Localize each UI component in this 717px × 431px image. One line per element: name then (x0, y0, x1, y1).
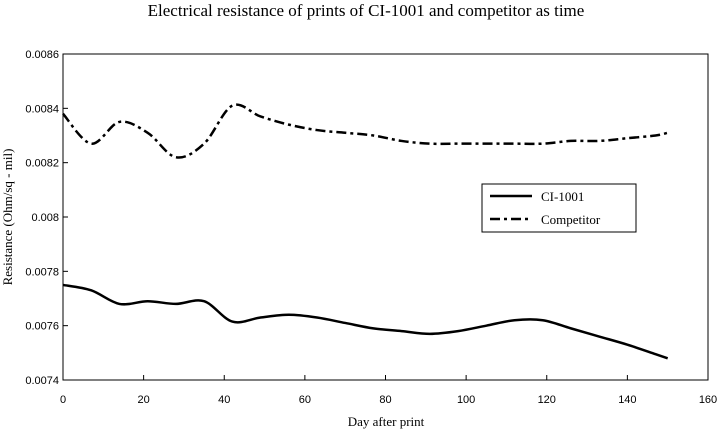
x-tick-label: 140 (618, 394, 636, 406)
x-tick-label: 40 (218, 394, 230, 406)
y-tick-label: 0.008 (31, 212, 59, 224)
x-tick-label: 80 (379, 394, 391, 406)
x-tick-label: 20 (138, 394, 150, 406)
series-lines (62, 103, 669, 360)
legend-label-competitor: Competitor (541, 212, 601, 227)
y-tick-label: 0.0086 (25, 49, 59, 61)
y-tick-label: 0.0078 (25, 266, 59, 278)
x-tick-label: 100 (457, 394, 475, 406)
chart-title: Electrical resistance of prints of CI-10… (148, 1, 585, 20)
y-tick-label: 0.0084 (25, 103, 59, 115)
series-line-competitor (62, 103, 668, 159)
legend: CI-1001 Competitor (481, 183, 637, 233)
y-axis-label: Resistance (Ohm/sq - mil) (0, 149, 15, 286)
x-tick-label: 0 (60, 394, 66, 406)
y-tick-label: 0.0082 (25, 158, 59, 170)
x-axis-label: Day after print (348, 414, 425, 429)
series-line-ci-1001 (62, 283, 669, 360)
y-axis: 0.0074 0.0076 0.0078 0.008 0.0082 0.0084 0.008… (25, 49, 68, 387)
x-axis: 0 20 40 60 80 100 120 140 160 (60, 375, 717, 406)
legend-label-ci-1001: CI-1001 (541, 189, 584, 204)
legend-box (481, 183, 637, 233)
x-tick-label: 60 (299, 394, 311, 406)
x-tick-label: 120 (538, 394, 556, 406)
y-tick-label: 0.0076 (25, 321, 59, 333)
y-tick-label: 0.0074 (25, 375, 59, 387)
x-tick-label: 160 (699, 394, 717, 406)
